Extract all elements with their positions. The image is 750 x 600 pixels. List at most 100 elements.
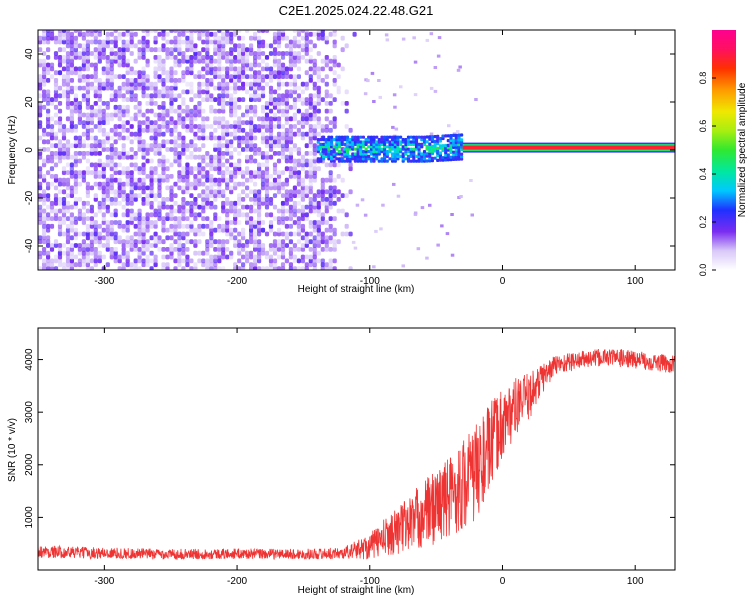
heat-cell [312,158,317,164]
heat-cell [85,250,90,256]
heat-cell [229,131,234,137]
heat-cell [260,116,266,122]
heat-cell [125,97,130,102]
heat-cell [213,189,218,195]
heat-cell [201,208,206,214]
heat-cell [89,235,94,241]
heat-cell [145,193,150,198]
heat-cell [189,170,194,175]
heat-cell [169,162,174,168]
heat-cell [412,157,416,161]
heat-cell [276,243,282,248]
heat-cell [296,162,301,168]
heat-cell [125,258,130,264]
heat-cell [348,159,352,163]
heat-cell [284,101,289,106]
heat-cell [369,138,373,142]
heat-cell [253,235,258,241]
heat-cell [332,152,336,156]
heat-cell [332,145,336,149]
heat-cell [327,138,331,142]
heat-cell [129,131,134,137]
heat-cell [409,142,413,146]
heat-cell [193,30,198,33]
heat-cell [77,51,82,56]
heat-cell [372,265,376,269]
heat-cell [412,152,416,156]
heat-cell [396,157,400,161]
heat-cell [117,89,122,95]
heat-cell [401,264,405,268]
heat-cell [57,154,63,160]
heat-cell [312,31,317,37]
heat-cell [441,136,445,141]
heat-cell [292,39,297,45]
heat-cell [345,145,350,149]
heat-cell [296,227,301,233]
heat-cell [165,262,170,268]
heat-cell [57,47,63,53]
heat-cell [304,174,309,179]
heat-cell [213,127,218,133]
heat-cell [225,74,230,79]
heat-cell [57,177,63,183]
heat-cell [137,74,142,79]
heat-cell [109,31,114,37]
heat-cell [249,154,254,160]
heat-cell [145,239,150,245]
heat-cell [201,204,206,210]
heat-cell [458,65,462,69]
heat-cell [57,147,63,152]
heat-cell [288,104,293,110]
heat-cell [412,140,416,144]
heat-cell [213,97,218,102]
heat-cell [209,235,214,241]
heat-cell [145,78,150,83]
heat-cell [404,142,408,146]
heat-cell [169,70,174,76]
heat-cell [93,197,98,202]
heat-cell [133,197,138,202]
heat-cell [460,140,464,144]
heat-cell [353,157,357,161]
heat-cell [372,154,376,158]
heat-cell [380,157,384,161]
heat-cell [225,247,230,252]
heat-cell [428,142,432,146]
heat-cell [253,181,258,187]
heat-cell [141,243,146,248]
heat-cell [356,142,360,146]
heat-cell [288,193,293,198]
heat-cell [380,150,384,154]
heat-cell [169,131,174,137]
heat-cell [73,162,78,168]
heat-cell [61,177,67,183]
heat-cell [233,174,238,179]
heat-cell [284,112,289,118]
heat-cell [388,157,392,161]
heat-cell [129,197,134,202]
heat-cell [280,266,286,270]
heat-cell [185,47,190,53]
heat-cell [292,58,297,64]
heat-cell [117,31,122,37]
heat-cell [330,150,334,154]
heat-cell [221,104,226,110]
heat-cell [181,120,186,125]
heat-cell [125,151,130,156]
heat-cell [141,70,146,76]
heat-cell [429,132,434,136]
heat-cell [367,150,371,154]
heat-cell [229,62,234,68]
heat-cell [257,208,262,214]
heat-cell [57,243,63,248]
heat-cell [129,89,134,95]
heat-cell [253,239,258,245]
heat-cell [225,231,230,237]
heat-cell [161,131,166,137]
heat-cell [233,97,238,102]
heat-cell [399,85,403,89]
heat-cell [312,104,317,110]
heat-cell [272,47,278,53]
heat-cell [257,243,262,248]
